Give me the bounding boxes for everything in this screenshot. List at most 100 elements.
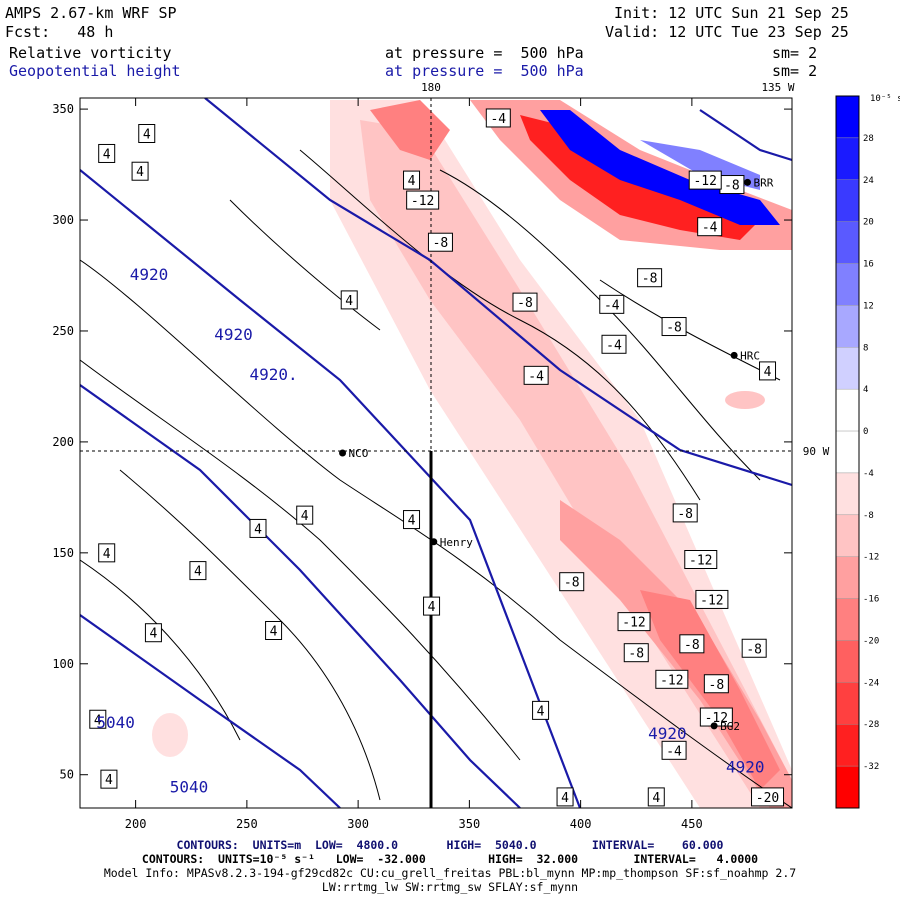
vort-spot-sw	[152, 713, 188, 757]
plot-frame	[79, 97, 793, 809]
station-label: Henry	[440, 536, 473, 549]
station-label: BG2	[720, 720, 740, 733]
vorticity-label: 4	[423, 596, 441, 616]
vorticity-label: -8	[559, 572, 585, 592]
vorticity-label-text: -12	[705, 711, 728, 726]
vorticity-label-box	[741, 638, 767, 658]
vorticity-label-text: 4	[103, 147, 111, 162]
colorbar-segment	[835, 388, 860, 432]
x-tick-label: 200	[125, 817, 147, 831]
vorticity-label-box	[679, 634, 705, 654]
vorticity-label-box	[403, 170, 421, 190]
vorticity-label: -4	[523, 365, 549, 385]
colorbar: 28 24 20 16 12 8 4 0 -4 -8 -12 -16 -20 -24 -28 -32	[835, 95, 879, 809]
colorbar-segment	[835, 305, 860, 348]
vorticity-label-box	[403, 510, 421, 530]
colorbar-label: 16	[863, 260, 874, 270]
vorticity-label-box	[423, 596, 441, 616]
vorticity-label-text: 4	[345, 294, 353, 309]
colorbar-segment	[835, 179, 860, 222]
vorticity-label: -4	[485, 108, 511, 128]
model-info: Model Info: MPASv8.2.3-194-gf29cd82c CU:…	[103, 866, 797, 880]
vorticity-label-text: -8	[666, 321, 682, 336]
height-label: 4920	[130, 265, 169, 284]
vorticity-label-text: 4	[764, 365, 772, 380]
colorbar-label: -24	[863, 678, 879, 688]
colorbar-frame	[835, 95, 860, 809]
vorticity-label-box	[661, 317, 687, 337]
colorbar-label: -28	[863, 720, 879, 730]
vorticity-label: -4	[599, 294, 625, 314]
x-tick-label: 400	[570, 817, 592, 831]
model-title: AMPS 2.67-km WRF SP	[5, 4, 177, 22]
height-contour-b	[80, 384, 521, 808]
vorticity-label: -8	[741, 638, 767, 658]
colorbar-label: 28	[863, 134, 874, 144]
vorticity-label-text: 4	[105, 773, 113, 788]
vorticity-label: 4	[189, 561, 207, 581]
vorticity-label: -20	[751, 787, 785, 807]
init-time: Init: 12 UTC Sun 21 Sep 25	[614, 4, 849, 22]
vorticity-label: 4	[138, 124, 156, 143]
station-marker	[430, 538, 438, 546]
vorticity-label-box	[89, 709, 107, 729]
vorticity-label: 4	[296, 505, 314, 525]
vorticity-label: 4	[556, 787, 574, 807]
vorticity-label: 4	[759, 361, 777, 381]
station-label: BRR	[754, 176, 774, 189]
colorbar-label: 4	[863, 385, 868, 395]
colorbar-segment	[835, 765, 860, 809]
vorticity-label-box	[599, 294, 625, 314]
vorticity-label: 4	[403, 170, 421, 190]
vorticity-label-text: 4	[428, 600, 436, 615]
y-tick-label: 300	[52, 213, 74, 227]
vorticity-label-text: -12	[700, 593, 723, 608]
vorticity-label-box	[697, 217, 723, 237]
vorticity-label-text: 4	[301, 509, 309, 524]
vorticity-label-text: 4	[143, 128, 151, 143]
vorticity-label: 4	[98, 143, 116, 163]
field2-name: Geopotential height	[9, 62, 181, 80]
forecast-hour: Fcst: 48 h	[5, 23, 114, 41]
vorticity-label-box	[688, 170, 722, 190]
y-tick-label: 250	[52, 324, 74, 338]
colorbar-segment	[835, 724, 860, 767]
vorticity-label-box	[559, 572, 585, 592]
vorticity-label: 4	[249, 518, 267, 538]
vorticity-label-text: 4	[408, 174, 416, 189]
vorticity-label-box	[532, 700, 550, 720]
vorticity-label-text: -8	[684, 638, 700, 653]
vorticity-label-text: -4	[702, 221, 718, 236]
y-tick-label: 350	[52, 102, 74, 116]
vorticity-label-text: -4	[606, 338, 622, 353]
colorbar-segment	[835, 472, 860, 516]
colorbar-label: -8	[863, 511, 874, 521]
colorbar-label: -20	[863, 636, 879, 646]
colorbar-segment	[835, 514, 860, 557]
vorticity-label-text: -20	[756, 791, 779, 806]
vorticity-label-text: -8	[433, 236, 449, 251]
vort-pos-ne	[540, 110, 780, 225]
vorticity-label-box	[296, 505, 314, 525]
height-label: 4920	[214, 325, 253, 344]
height-label: 5040	[170, 777, 209, 796]
vorticity-label-text: -8	[677, 507, 693, 522]
field2-smoothing: sm= 2	[772, 62, 818, 80]
vorticity-label: -8	[672, 503, 698, 523]
vorticity-label-text: -8	[642, 272, 658, 287]
height-contour-e	[699, 109, 792, 162]
vorticity-label: -4	[697, 217, 723, 237]
vorticity-label: -8	[637, 268, 663, 288]
colorbar-segment	[835, 682, 860, 725]
vorticity-label-box	[249, 518, 267, 538]
colorbar-segment	[835, 95, 860, 139]
vorticity-label-text: -8	[724, 179, 740, 194]
vorticity-label: 4	[100, 769, 118, 789]
vorticity-label: 4	[340, 290, 358, 310]
vorticity-label-text: -8	[517, 296, 533, 311]
vorticity-label-text: 4	[254, 522, 262, 537]
contours-height-info: CONTOURS: UNITS=m LOW= 4800.0 HIGH= 5040…	[176, 838, 724, 852]
vorticity-label: -12	[684, 550, 718, 569]
vorticity-label-text: 4	[270, 625, 278, 640]
station-marker	[730, 351, 738, 359]
